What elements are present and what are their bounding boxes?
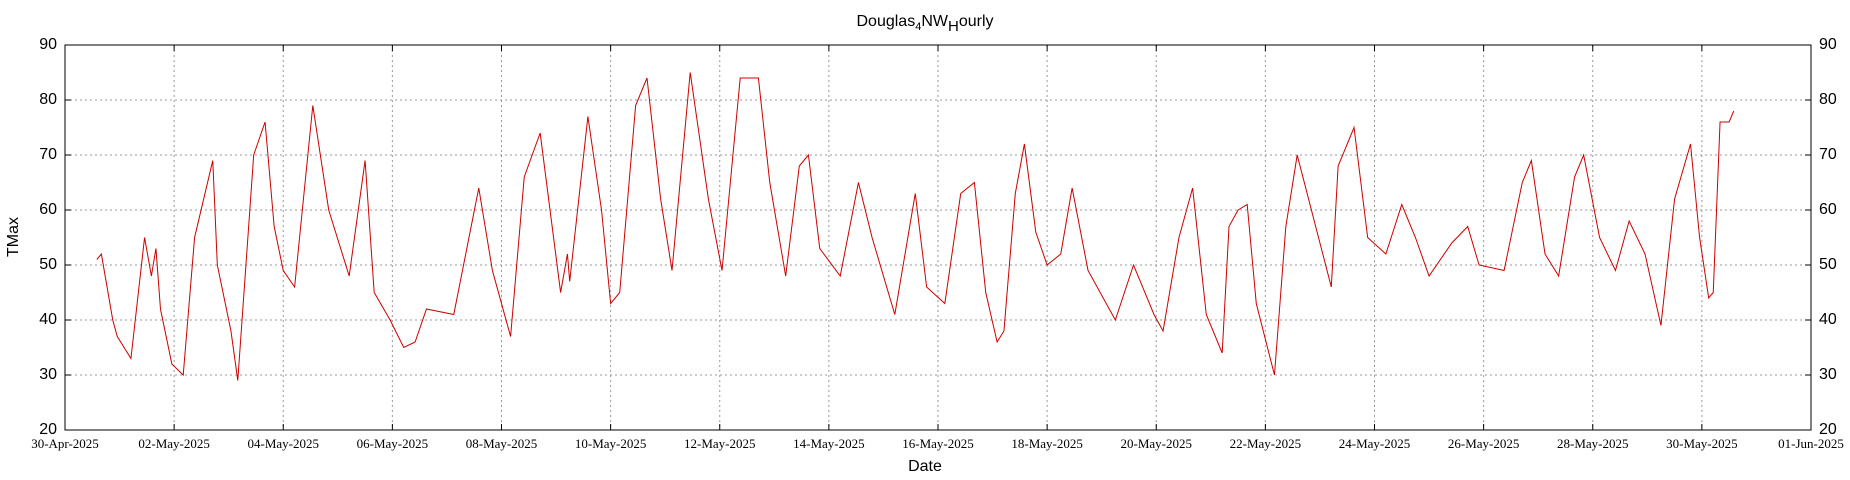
x-tick-label: 12-May-2025 xyxy=(684,436,756,451)
x-tick-label: 24-May-2025 xyxy=(1339,436,1411,451)
x-tick-label: 02-May-2025 xyxy=(138,436,210,451)
y-tick-label: 70 xyxy=(39,146,57,163)
y-tick-label: 80 xyxy=(1819,91,1837,108)
x-tick-label: 06-May-2025 xyxy=(357,436,429,451)
x-tick-label: 10-May-2025 xyxy=(575,436,647,451)
y-tick-label: 90 xyxy=(39,36,57,53)
title-part: ourly xyxy=(959,13,994,30)
x-tick-label: 22-May-2025 xyxy=(1230,436,1302,451)
chart-title: Douglas4NWHourly xyxy=(856,13,993,35)
title-subscript: H xyxy=(948,18,959,35)
x-tick-label: 30-May-2025 xyxy=(1666,436,1738,451)
title-part: NW xyxy=(921,13,949,30)
x-axis-label: Date xyxy=(908,458,942,475)
y-tick-label: 30 xyxy=(1819,366,1837,383)
y-tick-label: 60 xyxy=(39,201,57,218)
x-tick-label: 18-May-2025 xyxy=(1011,436,1083,451)
x-tick-label: 04-May-2025 xyxy=(248,436,320,451)
y-axis-label: TMax xyxy=(5,217,22,257)
x-tick-label: 01-Jun-2025 xyxy=(1778,436,1844,451)
y-tick-label: 40 xyxy=(39,311,57,328)
x-tick-label: 20-May-2025 xyxy=(1121,436,1193,451)
x-tick-label: 08-May-2025 xyxy=(466,436,538,451)
title-part: Douglas xyxy=(856,13,915,30)
y-tick-label: 70 xyxy=(1819,146,1837,163)
x-tick-label: 14-May-2025 xyxy=(793,436,865,451)
y-tick-label: 20 xyxy=(39,421,57,438)
x-tick-label: 26-May-2025 xyxy=(1448,436,1520,451)
x-tick-label: 28-May-2025 xyxy=(1557,436,1629,451)
x-tick-label: 16-May-2025 xyxy=(902,436,974,451)
y-tick-label: 90 xyxy=(1819,36,1837,53)
data-line xyxy=(96,72,1735,381)
y-tick-label: 30 xyxy=(39,366,57,383)
x-tick-label: 30-Apr-2025 xyxy=(31,436,99,451)
y-tick-label: 80 xyxy=(39,91,57,108)
y-tick-label: 40 xyxy=(1819,311,1837,328)
plot-frame xyxy=(64,44,1812,431)
y-tick-label: 20 xyxy=(1819,421,1837,438)
y-tick-label: 50 xyxy=(1819,256,1837,273)
y-tick-label: 50 xyxy=(39,256,57,273)
title-subscript: 4 xyxy=(915,21,921,33)
y-tick-label: 60 xyxy=(1819,201,1837,218)
